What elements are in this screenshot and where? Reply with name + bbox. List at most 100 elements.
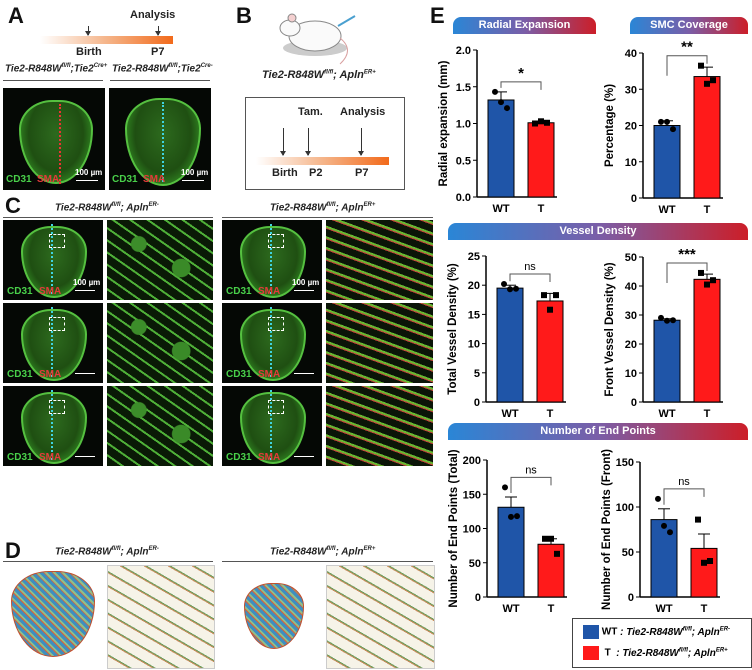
data-point	[548, 535, 554, 542]
scale-label: 100 µm	[75, 168, 103, 177]
y-tick-label: 0	[474, 397, 480, 409]
bar-wt	[650, 519, 678, 598]
microscopy-image: CD31 SMA	[3, 386, 103, 466]
zoom-region-box	[268, 234, 284, 248]
data-point	[502, 484, 508, 491]
microscopy-zoom-image	[326, 386, 433, 466]
sma-label: SMA	[143, 174, 166, 185]
bar-wt	[497, 506, 525, 598]
sma-label: SMA	[258, 369, 281, 380]
genotype-label: Tie2-R848Wfl/fl; AplnER-	[55, 202, 159, 214]
scale-label: 100 µm	[181, 168, 209, 177]
data-point	[541, 292, 547, 299]
header-smc-coverage: SMC Coverage	[630, 17, 748, 34]
data-point	[554, 550, 560, 557]
genotype-label: Tie2-R848Wfl/fl;Tie2Cre-	[112, 63, 213, 75]
data-point	[658, 314, 664, 321]
y-tick-label: 50	[625, 252, 637, 264]
cd31-label: CD31	[112, 174, 138, 185]
y-tick-label: 5	[474, 368, 480, 380]
legend-item-wt: WT : Tie2-R848Wfl/fl; AplnER-	[583, 625, 730, 639]
zoom-region-box	[268, 317, 284, 331]
sma-label: SMA	[37, 174, 60, 185]
data-point	[664, 317, 670, 324]
x-tick-label: WT	[502, 603, 519, 615]
data-point	[504, 105, 510, 112]
x-tick-label: T	[538, 203, 545, 215]
genotype-label: Tie2-R848Wfl/fl; AplnER-	[55, 546, 159, 558]
y-tick-label: 1.5	[456, 82, 471, 94]
significance-bracket	[509, 273, 551, 283]
divider	[3, 561, 213, 562]
panel-label-c: C	[5, 193, 21, 218]
bar-wt	[496, 287, 524, 403]
cd31-label: CD31	[7, 286, 33, 297]
y-tick-label: 20	[625, 339, 637, 351]
data-point	[513, 285, 519, 292]
significance-label: **	[681, 39, 693, 56]
y-tick-label: 0	[631, 397, 637, 409]
legend: WT : Tie2-R848Wfl/fl; AplnER- T : Tie2-R…	[572, 618, 752, 668]
data-point	[698, 269, 704, 276]
y-tick-label: 0	[475, 592, 481, 604]
timeline-birth-label: Birth	[76, 46, 102, 58]
scale-bar	[294, 373, 314, 374]
data-point	[670, 317, 676, 324]
y-axis-label: Number of End Points (Front)	[601, 449, 613, 610]
data-point	[698, 62, 704, 69]
x-tick-label: T	[547, 408, 554, 420]
mouse-icon	[279, 13, 356, 65]
microscopy-image: CD31 SMA	[222, 386, 322, 466]
microscopy-image: CD31 SMA 100 µm	[109, 88, 211, 190]
y-tick-label: 100	[463, 524, 481, 536]
y-tick-label: 0.5	[456, 155, 471, 167]
microscopy-image: CD31 SMA 100 µm	[3, 220, 103, 300]
data-point	[710, 277, 716, 284]
timeline-bar	[40, 36, 173, 44]
cd31-label: CD31	[226, 369, 252, 380]
sma-label: SMA	[39, 369, 62, 380]
data-point	[667, 529, 673, 536]
microscopy-zoom-image	[107, 386, 213, 466]
data-point	[514, 513, 520, 520]
y-axis-label: Radial expansion (mm)	[438, 60, 450, 186]
timeline-p7-label: P7	[355, 167, 369, 179]
y-axis-label: Number of End Points (Total)	[448, 449, 460, 607]
data-point	[710, 77, 716, 84]
divider	[3, 80, 103, 81]
significance-bracket	[666, 262, 708, 283]
microscopy-image: CD31 SMA 100 µm	[3, 88, 105, 190]
y-tick-label: 20	[625, 121, 637, 133]
y-tick-label: 15	[468, 309, 480, 321]
y-tick-label: 10	[625, 157, 637, 169]
cd31-label: CD31	[7, 369, 33, 380]
data-point	[508, 513, 514, 520]
y-tick-label: 10	[468, 339, 480, 351]
y-tick-label: 150	[616, 457, 634, 469]
y-tick-label: 100	[616, 502, 634, 514]
legend-item-t: T : Tie2-R848Wfl/fl; AplnER+	[583, 646, 728, 660]
y-tick-label: 40	[625, 281, 637, 293]
birth-arrow-icon	[280, 128, 286, 156]
data-point	[707, 558, 713, 564]
data-point	[661, 522, 667, 529]
analysis-arrow-icon	[358, 128, 364, 156]
y-tick-label: 0	[631, 193, 637, 205]
data-point	[704, 281, 710, 288]
segmentation-image	[222, 565, 324, 667]
data-point	[664, 118, 670, 125]
panel-label-d: D	[5, 538, 21, 563]
y-tick-label: 40	[625, 48, 637, 60]
y-tick-label: 50	[622, 547, 634, 559]
bar-t	[690, 547, 718, 598]
microscopy-zoom-image	[107, 220, 213, 300]
microscopy-zoom-image	[326, 220, 433, 300]
scale-bar	[76, 180, 98, 181]
y-tick-label: 30	[625, 84, 637, 96]
y-tick-label: 2.0	[456, 45, 471, 57]
scale-bar	[294, 290, 314, 291]
birth-arrow-icon	[85, 26, 91, 36]
zoom-region-box	[268, 400, 284, 414]
x-tick-label: T	[704, 408, 711, 420]
